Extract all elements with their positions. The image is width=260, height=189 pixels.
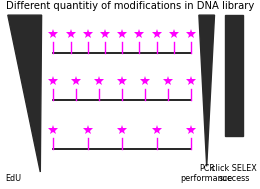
Polygon shape (8, 15, 42, 172)
Text: click SELEX
success: click SELEX success (211, 164, 257, 183)
Text: EdU: EdU (5, 174, 21, 183)
Text: Different quantitiy of modifications in DNA library: Different quantitiy of modifications in … (6, 1, 254, 11)
Polygon shape (199, 15, 214, 166)
Bar (225, 15, 243, 136)
Text: PCR
performance: PCR performance (181, 164, 233, 183)
